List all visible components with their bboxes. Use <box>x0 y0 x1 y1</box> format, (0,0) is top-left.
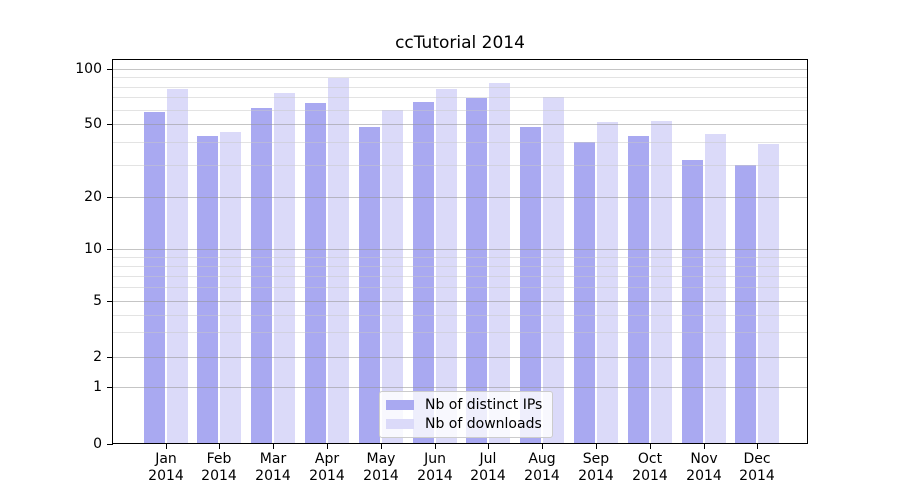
x-tick <box>435 444 436 449</box>
y-tick-label: 100 <box>75 61 102 77</box>
x-tick-label: Sep 2014 <box>578 451 614 484</box>
x-tick <box>273 444 274 449</box>
x-tick <box>488 444 489 449</box>
legend: Nb of distinct IPs Nb of downloads <box>379 391 554 438</box>
chart-title: ccTutorial 2014 <box>395 33 525 53</box>
y-tick <box>107 301 113 302</box>
gridline-minor <box>112 332 808 333</box>
x-tick <box>327 444 328 449</box>
bar-feb-distinct-ips <box>197 136 219 444</box>
bar-oct-distinct-ips <box>627 136 649 444</box>
x-tick <box>219 444 220 449</box>
bar-nov-downloads <box>704 134 726 444</box>
bar-jul-downloads <box>489 82 511 444</box>
x-tick-label: Oct 2014 <box>632 451 668 484</box>
x-tick-label: May 2014 <box>363 451 399 484</box>
gridline-minor <box>112 97 808 98</box>
x-tick-label: Jun 2014 <box>417 451 453 484</box>
y-tick-label: 10 <box>84 241 102 257</box>
gridline-major <box>112 301 808 302</box>
plot-area <box>112 59 808 444</box>
gridline-major <box>112 357 808 358</box>
gridline-minor <box>112 276 808 277</box>
x-tick-label: Feb 2014 <box>201 451 237 484</box>
bar-sep-downloads <box>596 122 618 444</box>
gridline-major <box>112 387 808 388</box>
gridline-minor <box>112 87 808 88</box>
gridline-major <box>112 124 808 125</box>
x-tick-label: Jul 2014 <box>470 451 506 484</box>
x-tick-label: Apr 2014 <box>309 451 345 484</box>
y-tick-label: 2 <box>93 349 102 365</box>
x-tick <box>650 444 651 449</box>
y-tick <box>107 197 113 198</box>
gridline-minor <box>112 257 808 258</box>
bar-apr-distinct-ips <box>304 103 326 444</box>
y-tick <box>107 69 113 70</box>
gridline-minor <box>112 287 808 288</box>
y-tick <box>107 124 113 125</box>
gridline-minor <box>112 142 808 143</box>
x-tick-label: Nov 2014 <box>686 451 722 484</box>
y-tick-label: 0 <box>93 436 102 452</box>
y-tick <box>107 357 113 358</box>
x-tick-label: Aug 2014 <box>524 451 560 484</box>
x-tick <box>381 444 382 449</box>
bar-may-distinct-ips <box>358 127 380 444</box>
gridline-major <box>112 197 808 198</box>
bar-sep-distinct-ips <box>573 141 595 444</box>
x-tick-label: Mar 2014 <box>255 451 291 484</box>
y-tick <box>107 387 113 388</box>
legend-item: Nb of distinct IPs <box>386 396 542 413</box>
x-tick <box>596 444 597 449</box>
gridline-minor <box>112 315 808 316</box>
bar-dec-distinct-ips <box>735 164 757 444</box>
gridline-minor <box>112 110 808 111</box>
y-tick <box>107 444 113 445</box>
legend-label-distinct-ips: Nb of distinct IPs <box>425 396 543 413</box>
gridline-major <box>112 249 808 250</box>
legend-swatch-downloads <box>386 418 414 429</box>
bar-aug-distinct-ips <box>520 127 542 444</box>
x-tick <box>757 444 758 449</box>
y-tick-label: 1 <box>93 379 102 395</box>
bar-jan-distinct-ips <box>143 112 165 444</box>
x-tick-label: Dec 2014 <box>739 451 775 484</box>
x-tick <box>542 444 543 449</box>
bar-mar-downloads <box>274 92 296 444</box>
gridline-minor <box>112 165 808 166</box>
legend-swatch-distinct-ips <box>386 399 414 410</box>
bar-jun-distinct-ips <box>412 101 434 444</box>
x-tick-label: Jan 2014 <box>148 451 184 484</box>
legend-label-downloads: Nb of downloads <box>425 415 542 432</box>
bar-apr-downloads <box>327 78 349 444</box>
legend-item: Nb of downloads <box>386 415 542 432</box>
y-tick-label: 5 <box>93 293 102 309</box>
x-tick <box>704 444 705 449</box>
bar-dec-downloads <box>758 143 780 444</box>
gridline-major <box>112 69 808 70</box>
x-tick <box>166 444 167 449</box>
y-tick <box>107 249 113 250</box>
gridline-minor <box>112 77 808 78</box>
bar-feb-downloads <box>220 132 242 444</box>
gridline-minor <box>112 266 808 267</box>
y-tick-label: 20 <box>84 189 102 205</box>
y-tick-label: 50 <box>84 116 102 132</box>
bar-oct-downloads <box>650 120 672 444</box>
